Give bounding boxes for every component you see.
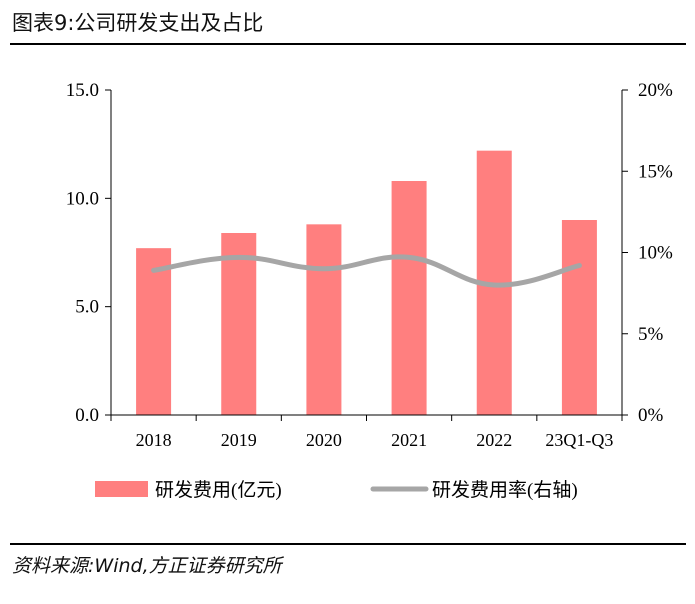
right-tick-label: 20% [638,80,673,101]
source-divider [10,543,686,545]
left-tick-label: 15.0 [66,80,99,101]
x-tick-label: 2019 [221,430,257,450]
right-tick-label: 15% [638,161,673,182]
chart-title: 图表9:公司研发支出及占比 [12,11,264,35]
right-tick-label: 10% [638,243,673,264]
x-tick-label: 2021 [391,430,427,450]
legend-bar-swatch [95,481,148,497]
x-tick-label: 23Q1-Q3 [545,430,613,450]
x-tick-label: 2020 [306,430,342,450]
left-tick-label: 5.0 [75,297,99,318]
source-note: 资料来源:Wind,方正证券研究所 [12,555,282,577]
left-tick-label: 10.0 [66,188,99,209]
legend-line-label: 研发费用率(右轴) [432,479,578,501]
bar [561,220,597,415]
left-tick-label: 0.0 [75,405,99,426]
right-tick-label: 5% [638,324,664,345]
title-divider [10,43,686,45]
bar [136,248,172,415]
chart-area: 0.0 5.0 10.0 15.0 0% 5% 10% 15% 20% 2018 2019 2020 2… [66,80,673,501]
series-line [151,254,582,288]
bar [391,181,427,415]
right-tick-label: 0% [638,405,664,426]
bar [221,233,257,415]
x-tick-label: 2018 [136,430,172,450]
x-tick-label: 2022 [476,430,512,450]
bar [306,224,342,415]
legend-bar-label: 研发费用(亿元) [155,479,282,501]
